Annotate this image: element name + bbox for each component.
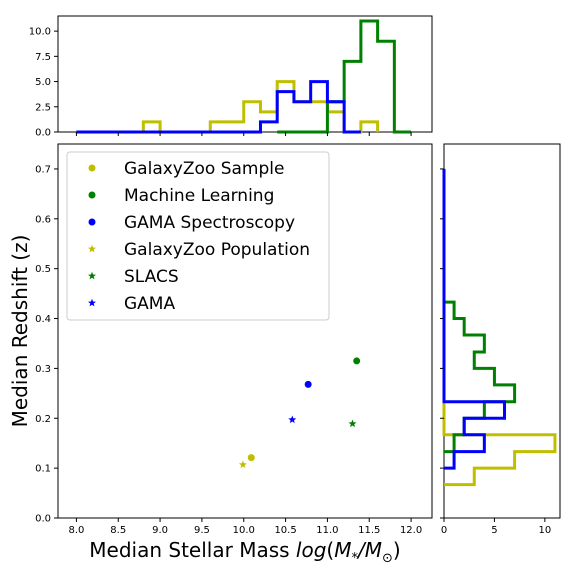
data-point-star (288, 415, 297, 424)
legend: GalaxyZoo Sample Machine Learning GAMA Spe… (66, 151, 330, 321)
y-tick-label: 0.7 (35, 164, 51, 175)
data-point-circle (304, 380, 312, 388)
right-histogram-y-ticks (440, 168, 444, 519)
y-tick-label: 0.2 (35, 414, 51, 425)
y-tick-label: 0.4 (35, 314, 51, 325)
right-x-tick-label: 10 (539, 525, 552, 536)
y-tick-label: 0.1 (35, 464, 51, 475)
legend-marker-star (88, 271, 96, 280)
main-data-points (238, 357, 361, 469)
right-histogram-step (442, 183, 557, 487)
legend-items: GalaxyZoo Sample Machine Learning GAMA Spe… (88, 159, 310, 314)
legend-label: Machine Learning (124, 186, 274, 206)
y-tick-label: 0.5 (35, 264, 51, 275)
main-scatter-panel: 8.0 8.5 9.0 9.5 10.0 10.5 11.0 11.5 12.0 0.00.10… (8, 143, 433, 566)
x-tick-label: 10.0 (233, 525, 255, 536)
data-point-star (238, 460, 247, 469)
legend-frame (66, 151, 330, 321)
legend-label: SLACS (124, 267, 179, 287)
x-tick-label: 9.0 (152, 525, 168, 536)
data-point-circle (353, 357, 361, 365)
right-histogram-step (442, 168, 507, 470)
right-x-tick-label: 5 (491, 525, 497, 536)
top-histogram-step (76, 80, 361, 134)
legend-marker-circle (88, 218, 96, 226)
main-x-ticks: 8.0 8.5 9.0 9.5 10.0 10.5 11.0 11.5 12.0 (68, 518, 422, 536)
right-histogram-step (444, 300, 517, 454)
right-histogram-bars (442, 168, 557, 487)
top-histogram-panel: 0.0 2.5 5.0 7.5 10.0 (29, 15, 433, 139)
top-y-tick-label: 10.0 (29, 27, 51, 38)
y-axis-label: Median Redshift (z) (8, 235, 32, 428)
legend-label: GalaxyZoo Sample (124, 159, 284, 179)
top-histogram-step (277, 19, 412, 134)
legend-marker-star (88, 244, 96, 253)
y-tick-label: 0.6 (35, 214, 51, 225)
top-y-tick-label: 7.5 (35, 52, 51, 63)
x-tick-label: 11.0 (316, 525, 338, 536)
legend-label: GAMA Spectroscopy (124, 213, 295, 233)
legend-marker-circle (88, 191, 96, 199)
legend-label: GalaxyZoo Population (124, 240, 310, 260)
top-y-tick-label: 2.5 (35, 102, 51, 113)
top-histogram-x-ticks (75, 132, 412, 136)
top-histogram-step (76, 80, 380, 134)
top-y-tick-label: 0.0 (35, 128, 51, 139)
right-histogram-x-ticks: 0 5 10 (441, 518, 551, 536)
legend-marker-circle (88, 164, 96, 172)
top-histogram-bars (76, 19, 412, 134)
x-tick-label: 9.5 (194, 525, 210, 536)
main-plot-frame (57, 143, 433, 519)
right-histogram-frame (443, 143, 561, 519)
y-tick-label: 0.0 (35, 514, 51, 525)
main-y-ticks: 0.0 0.1 0.2 0.3 0.4 0.5 0.6 0.7 (35, 164, 58, 525)
x-tick-label: 12.0 (400, 525, 422, 536)
x-tick-label: 8.0 (68, 525, 84, 536)
x-tick-label: 10.5 (274, 525, 296, 536)
legend-marker-star (88, 298, 96, 307)
x-tick-label: 11.5 (358, 525, 380, 536)
top-histogram-y-ticks: 0.0 2.5 5.0 7.5 10.0 (29, 27, 58, 139)
right-histogram-panel: 0 5 10 (440, 143, 561, 536)
y-tick-label: 0.3 (35, 364, 51, 375)
data-point-star (348, 419, 357, 428)
right-x-tick-label: 0 (441, 525, 447, 536)
top-y-tick-label: 5.0 (35, 77, 51, 88)
x-axis-label: Median Stellar Mass log(M*/M⊙) (89, 538, 400, 566)
x-tick-label: 8.5 (110, 525, 126, 536)
legend-label: GAMA (124, 294, 175, 314)
data-point-circle (247, 454, 255, 462)
